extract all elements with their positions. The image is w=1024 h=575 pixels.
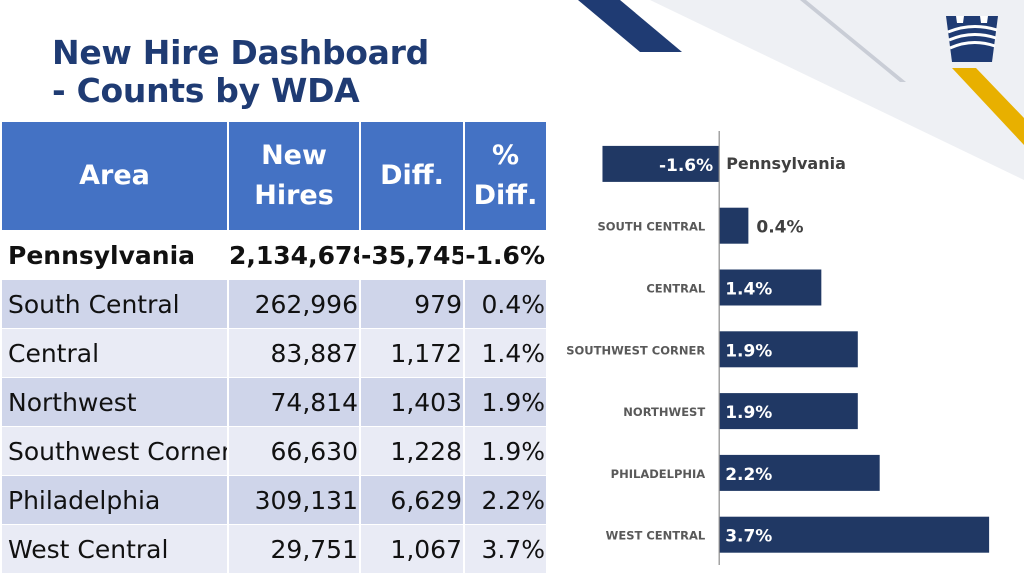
cell-pct: 1.9%	[465, 378, 546, 426]
cell-area: Pennsylvania	[2, 231, 227, 279]
bar-data-label: 3.7%	[725, 527, 772, 547]
category-label: PHILADELPHIA	[611, 467, 706, 481]
header-diff: Diff.	[361, 122, 463, 230]
bar-data-label: 1.9%	[725, 341, 772, 361]
header-new-hires-line-2: Hires	[254, 180, 334, 211]
keystone-logo-icon	[946, 16, 998, 62]
cell-area: Southwest Corner	[2, 427, 227, 475]
table-row: Southwest Corner 66,630 1,228 1.9%	[2, 427, 546, 475]
table-row: Philadelphia 309,131 6,629 2.2%	[2, 476, 546, 524]
bar-data-label: 2.2%	[725, 465, 772, 485]
cell-hires: 262,996	[229, 280, 359, 328]
bar-data-label: 0.4%	[756, 218, 803, 238]
bar-data-label: 1.4%	[725, 280, 772, 300]
bar-philadelphia	[719, 454, 880, 491]
cell-pct: 1.9%	[465, 427, 546, 475]
cell-hires: 66,630	[229, 427, 359, 475]
new-hires-table: Area New Hires Diff. % Diff. Pennsylvania …	[0, 121, 548, 574]
cell-pct: 2.2%	[465, 476, 546, 524]
cell-pct: 1.4%	[465, 329, 546, 377]
cell-diff: 1,403	[361, 378, 463, 426]
category-label: NORTHWEST	[623, 405, 705, 419]
header-area: Area	[2, 122, 227, 230]
header-pct-diff-line-2: Diff.	[473, 180, 538, 211]
bar-pennsylvania	[602, 145, 720, 182]
cell-pct: -1.6%	[465, 231, 546, 279]
bar-central	[719, 269, 822, 306]
table-row: West Central 29,751 1,067 3.7%	[2, 525, 546, 573]
table-row: Pennsylvania 2,134,678 -35,745 -1.6%	[2, 231, 546, 279]
cell-hires: 83,887	[229, 329, 359, 377]
bar-northwest	[719, 393, 858, 430]
cell-diff: 1,172	[361, 329, 463, 377]
header-pct-diff-line-1: %	[491, 140, 520, 171]
bar-south-central	[719, 207, 749, 244]
header-pct-diff: % Diff.	[465, 122, 546, 230]
table-row: Northwest 74,814 1,403 1.9%	[2, 378, 546, 426]
table-row: Central 83,887 1,172 1.4%	[2, 329, 546, 377]
navy-diagonal-stripe	[578, 0, 682, 52]
table-row: South Central 262,996 979 0.4%	[2, 280, 546, 328]
page-title: New Hire Dashboard - Counts by WDA	[52, 34, 429, 110]
cell-area: South Central	[2, 280, 227, 328]
bar-west-central	[719, 516, 990, 553]
cell-diff: 979	[361, 280, 463, 328]
bar-data-label: -1.6%	[659, 156, 713, 176]
cell-diff: 6,629	[361, 476, 463, 524]
cell-pct: 3.7%	[465, 525, 546, 573]
cell-hires: 2,134,678	[229, 231, 359, 279]
page-title-line-2: - Counts by WDA	[52, 71, 360, 110]
bar-chart-svg: -1.6% Pennsylvania 0.4% SOUTH CENTRAL 1.4% CE…	[566, 131, 990, 565]
category-label: SOUTH CENTRAL	[597, 220, 705, 234]
bar-southwest-corner	[719, 331, 858, 368]
cell-area: West Central	[2, 525, 227, 573]
header-new-hires-line-1: New	[261, 140, 327, 171]
header-new-hires: New Hires	[229, 122, 359, 230]
bar-data-label: 1.9%	[725, 403, 772, 423]
cell-diff: -35,745	[361, 231, 463, 279]
table-header-row: Area New Hires Diff. % Diff.	[2, 122, 546, 230]
cell-hires: 309,131	[229, 476, 359, 524]
cell-pct: 0.4%	[465, 280, 546, 328]
cell-area: Central	[2, 329, 227, 377]
cell-hires: 29,751	[229, 525, 359, 573]
category-label: SOUTHWEST CORNER	[566, 343, 705, 357]
pct-diff-bar-chart: -1.6% Pennsylvania 0.4% SOUTH CENTRAL 1.4% CE…	[548, 121, 1024, 575]
cell-diff: 1,067	[361, 525, 463, 573]
category-label: CENTRAL	[646, 282, 706, 296]
category-label: WEST CENTRAL	[606, 529, 706, 543]
category-label: Pennsylvania	[726, 154, 846, 173]
cell-diff: 1,228	[361, 427, 463, 475]
page-title-line-1: New Hire Dashboard	[52, 33, 429, 72]
cell-area: Philadelphia	[2, 476, 227, 524]
gray-diagonal-line	[800, 0, 906, 82]
cell-hires: 74,814	[229, 378, 359, 426]
cell-area: Northwest	[2, 378, 227, 426]
